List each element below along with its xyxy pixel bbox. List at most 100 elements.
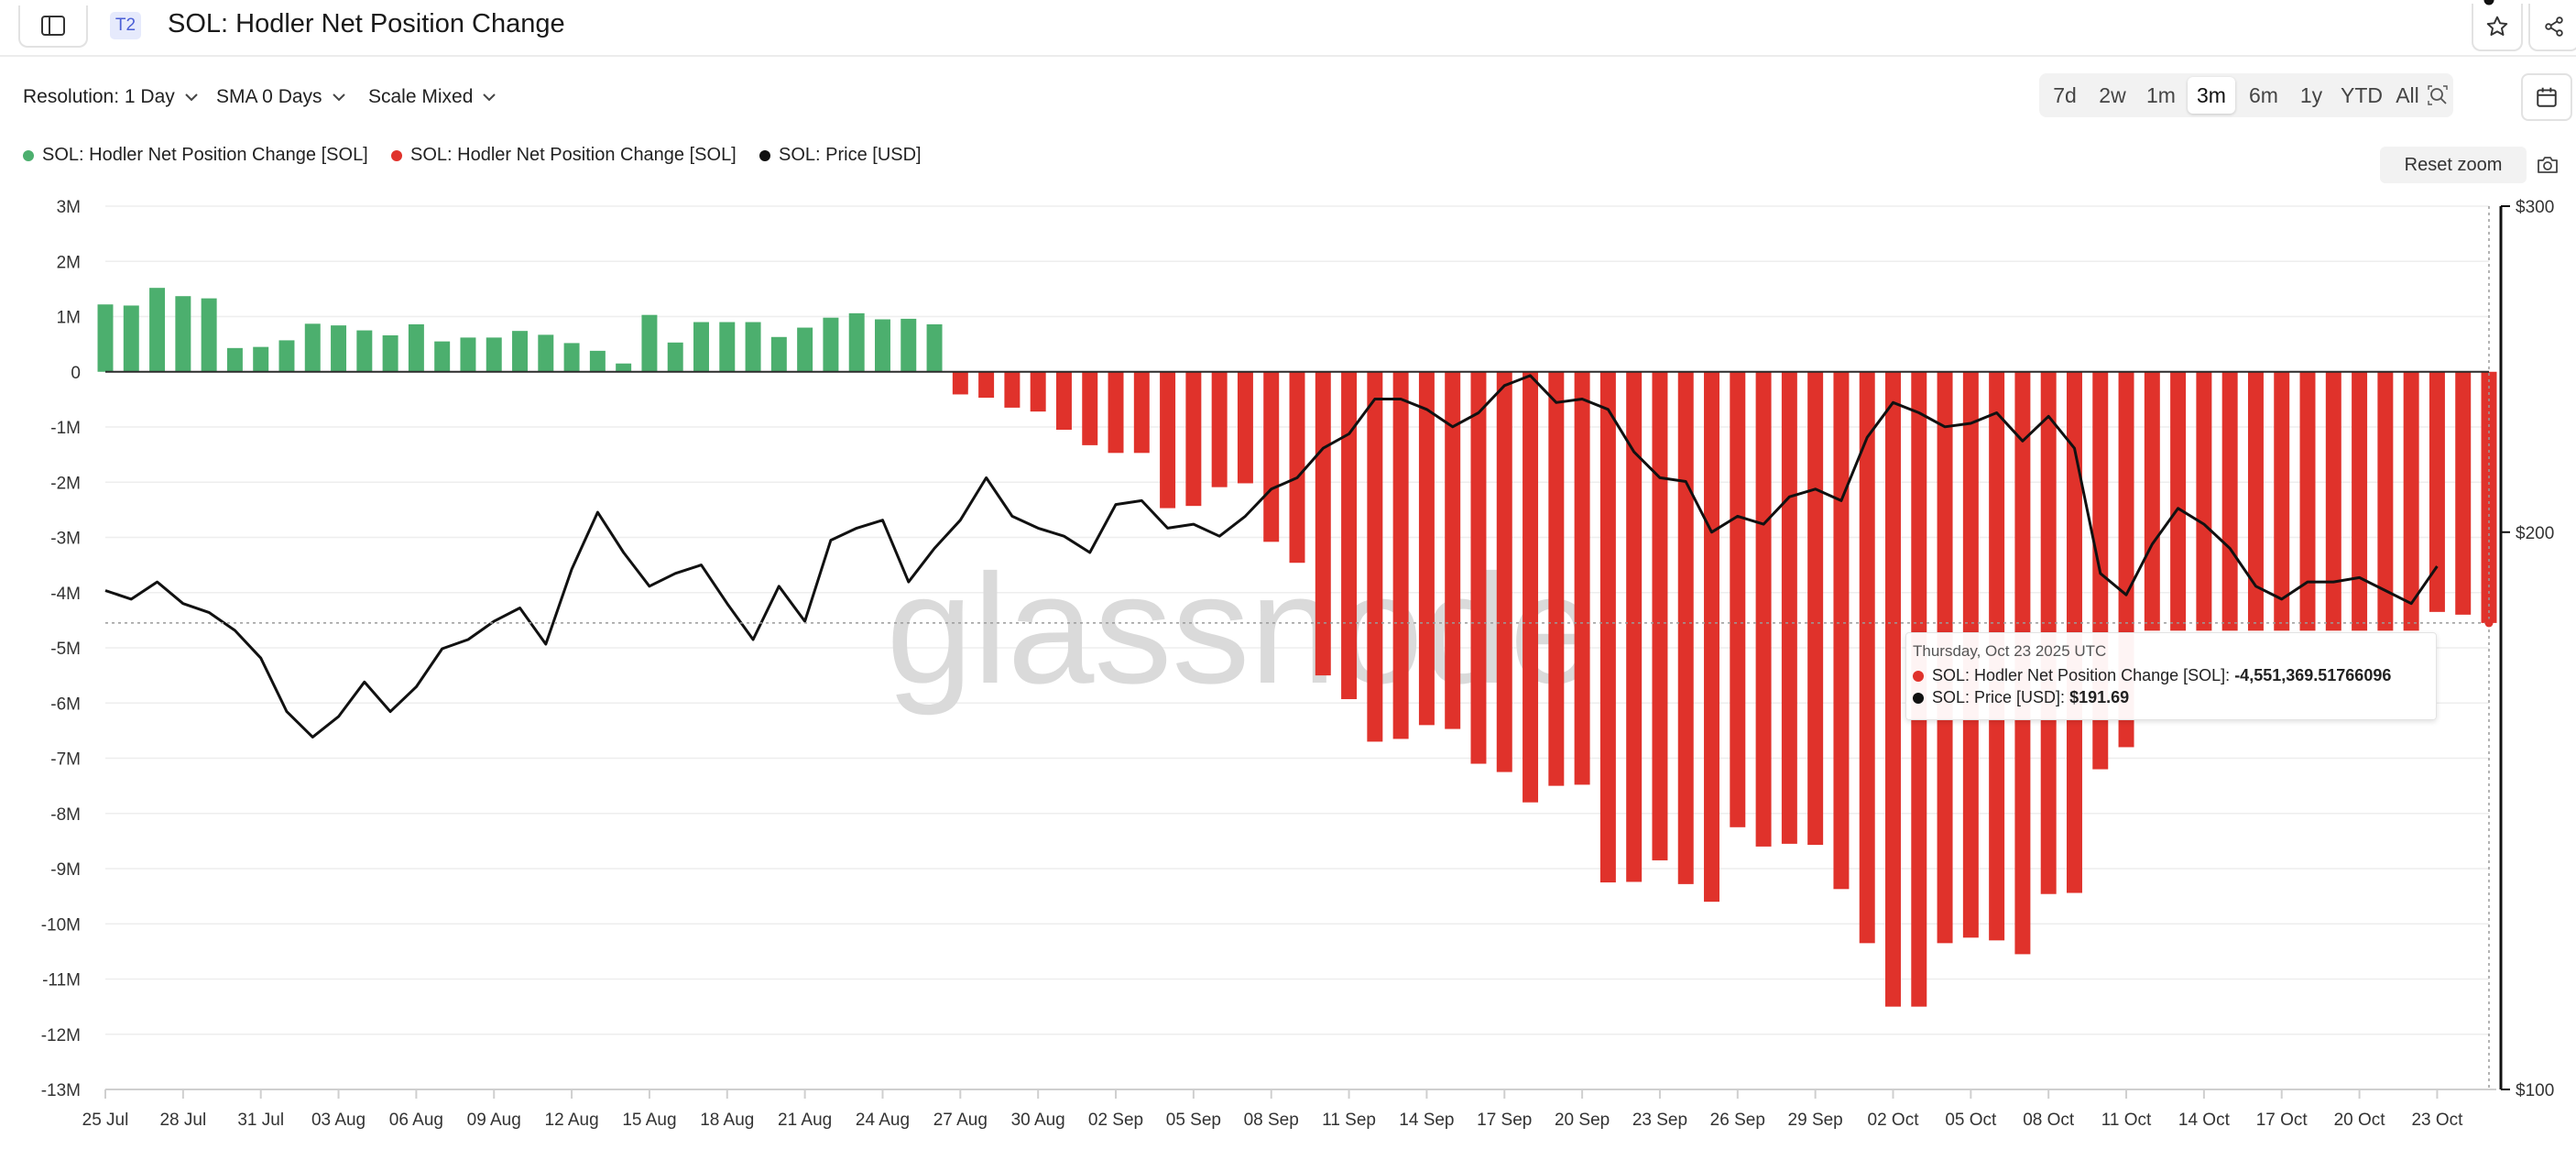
resolution-select[interactable]: Resolution: 1 Day (23, 86, 199, 108)
range-1m-button[interactable]: 1m (2146, 82, 2176, 107)
x-axis-tick-label: 24 Aug (856, 1111, 910, 1130)
zoom-search-icon (2428, 85, 2448, 105)
x-axis-tick-label: 17 Oct (2256, 1111, 2309, 1130)
bar-negative (2170, 371, 2187, 631)
watermark: glassnode (886, 542, 1596, 717)
range-7d-button[interactable]: 7d (2053, 82, 2077, 107)
y-axis-left-tick-label: -4M (50, 585, 81, 604)
bar-positive (331, 325, 347, 372)
bar-negative (1599, 371, 1616, 883)
x-axis-tick-label: 18 Aug (700, 1111, 754, 1130)
bar-negative (1548, 371, 1565, 786)
bar-positive (201, 298, 217, 372)
range-6m-button[interactable]: 6m (2249, 82, 2278, 107)
zoom-search-button[interactable] (2424, 77, 2451, 114)
x-axis-tick-label: 26 Sep (1710, 1111, 1765, 1130)
bar-negative (2325, 371, 2341, 631)
y-axis-left-tick-label: -3M (50, 530, 81, 549)
bar-negative (2455, 371, 2472, 615)
x-axis-tick-label: 05 Oct (1945, 1111, 1997, 1130)
bar-positive (797, 327, 813, 372)
legend-item-net-position-negative[interactable]: SOL: Hodler Net Position Change [SOL] (391, 145, 737, 166)
sidebar-toggle-button[interactable] (18, 5, 88, 48)
bar-negative (1263, 371, 1280, 542)
legend-label: SOL: Hodler Net Position Change [SOL] (42, 145, 368, 165)
bar-negative (1341, 371, 1358, 700)
bar-negative (1652, 371, 1668, 860)
tooltip-date: Thursday, Oct 23 2025 UTC (1913, 642, 2107, 660)
range-3m-button[interactable]: 3m (2188, 77, 2235, 114)
x-axis-tick-label: 02 Sep (1088, 1111, 1143, 1130)
bar-negative (1004, 371, 1021, 408)
star-icon (2486, 16, 2508, 36)
x-axis-tick-label: 14 Sep (1399, 1111, 1454, 1130)
bar-positive (512, 331, 529, 372)
bar-negative (1108, 371, 1124, 454)
bar-negative (2247, 371, 2264, 631)
x-axis-tick-label: 29 Sep (1788, 1111, 1843, 1130)
share-button[interactable] (2528, 4, 2576, 51)
price-hover-marker (2483, 0, 2494, 5)
bar-negative (952, 371, 968, 395)
bar-positive (538, 334, 554, 372)
bar-negative (1470, 371, 1487, 764)
screenshot-button[interactable] (2534, 151, 2561, 179)
range-all-button[interactable]: All (2396, 82, 2419, 107)
bar-positive (278, 340, 295, 372)
bar-negative (1704, 371, 1720, 903)
range-1y-button[interactable]: 1y (2299, 82, 2323, 107)
legend-item-net-position-positive[interactable]: SOL: Hodler Net Position Change [SOL] (23, 145, 368, 166)
y-axis-left-tick-label: -7M (50, 750, 81, 770)
reset-zoom-button[interactable]: Reset zoom (2380, 147, 2527, 183)
bar-positive (667, 342, 683, 372)
bar-negative (1730, 371, 1746, 827)
bar-negative (2274, 371, 2290, 631)
calendar-icon (2537, 87, 2557, 107)
bar-negative (1315, 371, 1331, 676)
bar-positive (486, 337, 502, 372)
bar-negative (1885, 371, 1901, 1007)
y-axis-left-tick-label: 1M (57, 309, 81, 328)
bar-negative (1859, 371, 1875, 944)
bar-negative (1237, 371, 1253, 484)
tooltip-row-net-position: SOL: Hodler Net Position Change [SOL] : … (1913, 666, 2391, 685)
bar-positive (253, 346, 269, 372)
bar-positive (693, 322, 709, 372)
bar-negative (2196, 371, 2212, 631)
sma-select[interactable]: SMA 0 Days (216, 86, 346, 108)
top-bar: T2 SOL: Hodler Net Position Change (0, 0, 2576, 57)
bar-negative (1289, 371, 1305, 564)
legend-dot-green (23, 149, 34, 161)
x-axis-tick-label: 11 Oct (2101, 1111, 2152, 1130)
x-axis-tick-label: 02 Oct (1868, 1111, 1920, 1130)
range-ytd-button[interactable]: YTD (2341, 82, 2383, 107)
calendar-button[interactable] (2521, 73, 2572, 121)
bar-negative (1755, 371, 1772, 847)
chevron-down-icon (483, 93, 497, 102)
bar-positive (304, 323, 321, 372)
x-axis-tick-label: 28 Jul (159, 1111, 206, 1130)
bar-negative (2377, 371, 2394, 631)
bar-negative (1082, 371, 1098, 445)
legend-item-price[interactable]: SOL: Price [USD] (759, 145, 922, 166)
bar-negative (1523, 371, 1539, 803)
y-axis-right-tick-label: $100 (2516, 1081, 2554, 1100)
bar-negative (1367, 371, 1383, 742)
x-axis-tick-label: 25 Jul (82, 1111, 129, 1130)
bar-negative (1833, 371, 1850, 890)
y-axis-left-tick-label: 0 (71, 364, 81, 383)
x-axis-tick-label: 11 Sep (1322, 1111, 1376, 1130)
bar-positive (563, 343, 580, 372)
price-line (104, 374, 2439, 739)
bar-negative (2429, 371, 2445, 612)
bar-positive (823, 317, 839, 372)
bar-positive (149, 288, 166, 372)
x-axis-tick-label: 08 Sep (1244, 1111, 1299, 1130)
scale-select[interactable]: Scale Mixed (368, 86, 497, 108)
range-2w-button[interactable]: 2w (2099, 82, 2126, 107)
share-icon (2545, 16, 2563, 37)
favorite-button[interactable] (2472, 4, 2523, 51)
y-axis-left-tick-label: -2M (50, 474, 81, 493)
y-axis-right-tick-label: $300 (2516, 198, 2554, 217)
